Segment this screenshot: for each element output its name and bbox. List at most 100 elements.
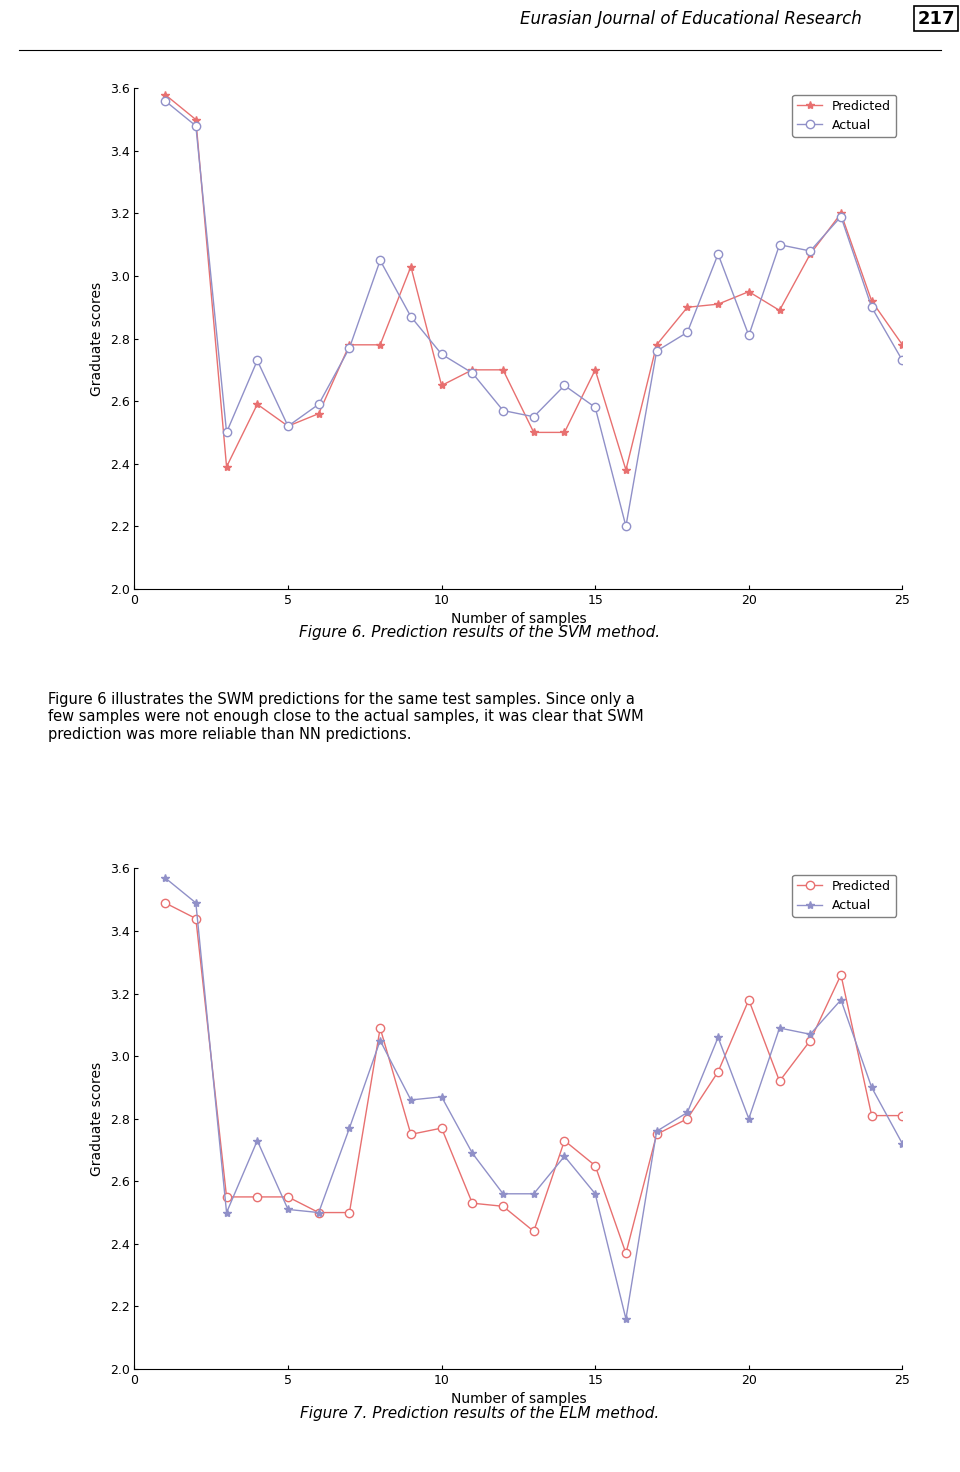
Actual: [282, 1201, 294, 1219]
X-axis label: Number of samples: Number of samples: [450, 612, 587, 626]
Actual: [405, 308, 417, 325]
Predicted: [743, 283, 755, 300]
Predicted: [866, 1107, 877, 1125]
Actual: [589, 399, 601, 417]
Actual: [159, 868, 171, 886]
Predicted: [467, 1194, 478, 1211]
Predicted: [804, 1032, 816, 1050]
Predicted: [897, 1107, 908, 1125]
Actual: [374, 1032, 386, 1050]
Actual: [252, 1132, 263, 1150]
Predicted: [159, 894, 171, 911]
Text: 217: 217: [917, 9, 955, 28]
Predicted: [436, 1119, 447, 1136]
Actual: [743, 1110, 755, 1128]
Actual: [313, 1204, 324, 1222]
Actual: [651, 343, 662, 361]
Predicted: [743, 991, 755, 1008]
Line: Predicted: Predicted: [161, 899, 906, 1257]
Predicted: [282, 418, 294, 436]
Predicted: [190, 910, 202, 927]
Predicted: [374, 336, 386, 353]
Predicted: [497, 361, 509, 378]
Predicted: [835, 966, 847, 983]
Y-axis label: Graduate scores: Graduate scores: [90, 1061, 104, 1176]
Predicted: [651, 1126, 662, 1144]
Actual: [221, 424, 232, 442]
Predicted: [221, 458, 232, 475]
Actual: [221, 1204, 232, 1222]
Actual: [804, 243, 816, 261]
Text: Figure 6. Prediction results of the SVM method.: Figure 6. Prediction results of the SVM …: [300, 626, 660, 640]
Actual: [559, 377, 570, 394]
Actual: [467, 1144, 478, 1161]
Predicted: [651, 336, 662, 353]
Actual: [835, 991, 847, 1008]
Predicted: [221, 1188, 232, 1206]
Actual: [344, 1119, 355, 1136]
Actual: [866, 1079, 877, 1097]
Actual: [774, 236, 785, 253]
Y-axis label: Graduate scores: Graduate scores: [90, 281, 104, 396]
Actual: [620, 1310, 632, 1328]
Predicted: [835, 205, 847, 222]
Actual: [528, 408, 540, 425]
Text: Figure 6 illustrates the SWM predictions for the same test samples. Since only a: Figure 6 illustrates the SWM predictions…: [48, 692, 643, 742]
Predicted: [620, 461, 632, 478]
Actual: [313, 396, 324, 414]
Predicted: [282, 1188, 294, 1206]
Predicted: [344, 336, 355, 353]
Predicted: [559, 424, 570, 442]
Predicted: [528, 1222, 540, 1239]
Line: Actual: Actual: [161, 874, 906, 1323]
Predicted: [589, 1157, 601, 1175]
Predicted: [682, 299, 693, 316]
Predicted: [712, 1063, 724, 1080]
Actual: [190, 894, 202, 911]
Actual: [559, 1148, 570, 1166]
Predicted: [252, 1188, 263, 1206]
Predicted: [190, 110, 202, 128]
Actual: [374, 252, 386, 269]
Actual: [835, 208, 847, 225]
Legend: Predicted, Actual: Predicted, Actual: [792, 874, 896, 917]
Predicted: [344, 1204, 355, 1222]
Predicted: [436, 377, 447, 394]
Actual: [897, 1135, 908, 1153]
Predicted: [712, 296, 724, 314]
Actual: [436, 346, 447, 364]
Predicted: [374, 1019, 386, 1036]
Actual: [712, 1029, 724, 1047]
Predicted: [589, 361, 601, 378]
Actual: [712, 246, 724, 263]
Predicted: [313, 1204, 324, 1222]
Actual: [252, 352, 263, 369]
Actual: [866, 299, 877, 316]
Actual: [159, 93, 171, 110]
Actual: [589, 1185, 601, 1203]
Predicted: [497, 1198, 509, 1216]
Line: Predicted: Predicted: [161, 90, 906, 474]
Predicted: [774, 1072, 785, 1089]
Actual: [190, 118, 202, 135]
Text: Figure 7. Prediction results of the ELM method.: Figure 7. Prediction results of the ELM …: [300, 1406, 660, 1420]
Actual: [405, 1091, 417, 1108]
Predicted: [774, 302, 785, 319]
Actual: [497, 402, 509, 420]
Actual: [467, 364, 478, 381]
Predicted: [467, 361, 478, 378]
Actual: [897, 352, 908, 369]
Actual: [344, 339, 355, 356]
Line: Actual: Actual: [161, 97, 906, 530]
Predicted: [313, 405, 324, 422]
Actual: [282, 418, 294, 436]
Actual: [436, 1088, 447, 1105]
Actual: [682, 1104, 693, 1122]
Actual: [497, 1185, 509, 1203]
Actual: [528, 1185, 540, 1203]
X-axis label: Number of samples: Number of samples: [450, 1393, 587, 1406]
Predicted: [620, 1244, 632, 1262]
Actual: [620, 518, 632, 536]
Predicted: [559, 1132, 570, 1150]
Predicted: [405, 1126, 417, 1144]
